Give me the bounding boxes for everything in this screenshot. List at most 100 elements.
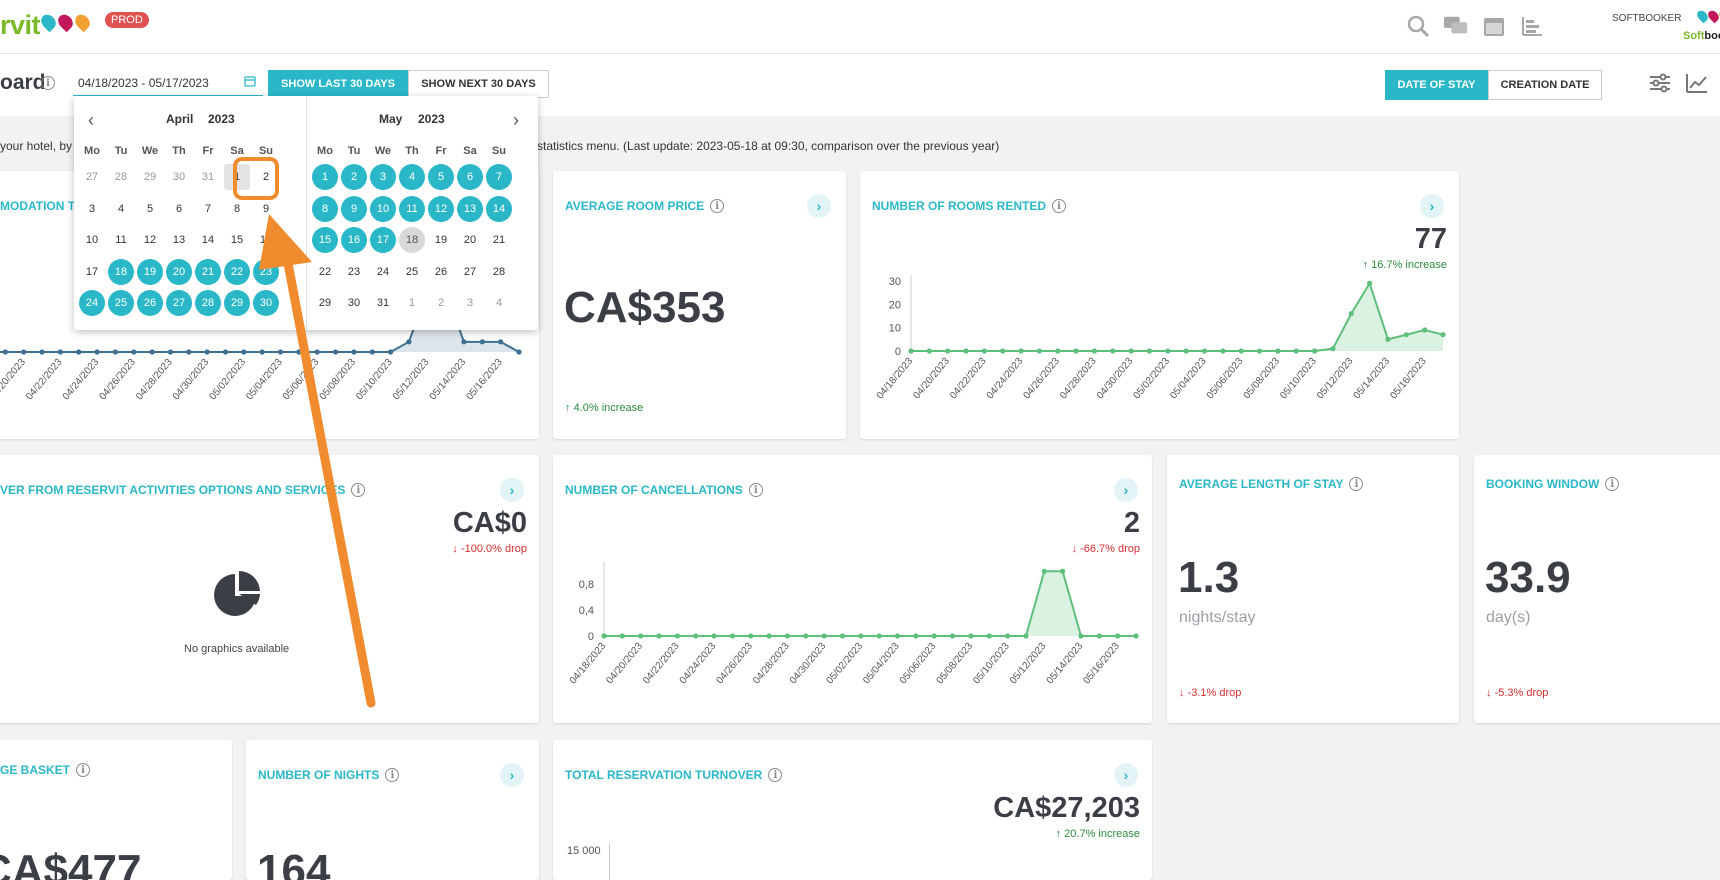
calendar-day[interactable]: 14 <box>201 234 215 246</box>
show-next-30-days-button[interactable]: SHOW NEXT 30 DAYS <box>408 70 549 98</box>
data-point[interactable] <box>94 349 100 355</box>
data-point[interactable] <box>332 349 339 355</box>
year-label[interactable]: 2023 <box>418 112 445 126</box>
data-point[interactable] <box>981 348 987 354</box>
month-label[interactable]: April <box>166 112 194 126</box>
calendar-day[interactable]: 15 <box>312 227 338 253</box>
data-point[interactable] <box>876 633 882 639</box>
data-point[interactable] <box>968 633 974 639</box>
data-point[interactable] <box>803 633 809 639</box>
year-label[interactable]: 2023 <box>208 112 235 126</box>
data-point[interactable] <box>729 633 736 639</box>
data-point[interactable] <box>1096 633 1102 639</box>
info-icon[interactable]: i <box>710 199 725 213</box>
calendar-day[interactable]: 6 <box>175 203 183 215</box>
data-point[interactable] <box>601 633 607 639</box>
data-point[interactable] <box>1110 348 1116 354</box>
calendar-day[interactable]: 1 <box>312 164 338 190</box>
info-icon[interactable]: i <box>768 768 783 782</box>
calendar-day[interactable]: 21 <box>492 234 506 246</box>
data-point[interactable] <box>1018 348 1024 354</box>
data-point[interactable] <box>21 349 27 355</box>
data-point[interactable] <box>1275 348 1281 354</box>
data-point[interactable] <box>711 633 717 639</box>
data-point[interactable] <box>949 633 956 639</box>
calendar-day[interactable]: 25 <box>108 290 134 316</box>
calendar-day[interactable]: 21 <box>195 259 221 285</box>
calendar-day[interactable]: 28 <box>114 171 128 183</box>
data-point[interactable] <box>963 348 969 354</box>
calendar-day[interactable]: 6 <box>457 164 483 190</box>
calendar-day[interactable]: 26 <box>137 290 163 316</box>
data-point[interactable] <box>858 633 864 639</box>
date-range-input[interactable]: 04/18/2023 - 05/17/2023 <box>73 70 263 96</box>
data-point[interactable] <box>926 348 932 354</box>
data-point[interactable] <box>894 633 901 639</box>
calendar-day[interactable]: 30 <box>172 171 186 183</box>
calendar-day[interactable]: 3 <box>88 203 96 215</box>
data-point[interactable] <box>1115 633 1121 639</box>
calendar-day[interactable]: 2 <box>341 164 367 190</box>
open-detail-button[interactable]: › <box>807 194 831 218</box>
data-point[interactable] <box>693 633 699 639</box>
calendar-day[interactable]: 31 <box>201 171 215 183</box>
data-point[interactable] <box>748 633 754 639</box>
date-of-stay-button[interactable]: DATE OF STAY <box>1385 70 1488 100</box>
data-point[interactable] <box>204 349 210 355</box>
calendar-day[interactable]: 31 <box>376 297 390 309</box>
calendar-day[interactable]: 23 <box>347 266 361 278</box>
calendar-day[interactable]: 9 <box>262 203 270 215</box>
data-point[interactable] <box>1367 280 1373 286</box>
data-point[interactable] <box>1146 348 1153 354</box>
data-point[interactable] <box>1256 348 1263 354</box>
data-point[interactable] <box>1091 348 1098 354</box>
data-point[interactable] <box>1220 348 1226 354</box>
data-point[interactable] <box>241 349 247 355</box>
data-point[interactable] <box>1073 348 1079 354</box>
calendar-day[interactable]: 17 <box>85 266 99 278</box>
data-point[interactable] <box>167 349 174 355</box>
open-detail-button[interactable]: › <box>500 763 524 787</box>
data-point[interactable] <box>314 349 320 355</box>
data-point[interactable] <box>479 339 485 345</box>
data-point[interactable] <box>277 349 284 355</box>
data-point[interactable] <box>638 633 644 639</box>
calendar-day[interactable]: 25 <box>405 266 419 278</box>
filter-icon[interactable] <box>1648 72 1672 99</box>
info-icon[interactable]: i <box>1349 477 1364 491</box>
data-point[interactable] <box>1311 348 1318 354</box>
data-point[interactable] <box>1055 348 1061 354</box>
data-point[interactable] <box>1004 633 1011 639</box>
calendar-day[interactable]: 12 <box>143 234 157 246</box>
data-point[interactable] <box>839 633 846 639</box>
calendar-day[interactable]: 7 <box>204 203 212 215</box>
calendar-day[interactable]: 27 <box>85 171 99 183</box>
calendar-day[interactable]: 10 <box>370 196 396 222</box>
account-name[interactable]: SOFTBOOKER <box>1612 13 1682 24</box>
calendar-day[interactable]: 13 <box>457 196 483 222</box>
open-detail-button[interactable]: › <box>500 478 524 502</box>
data-point[interactable] <box>387 349 394 355</box>
calendar-day[interactable]: 10 <box>85 234 99 246</box>
data-point[interactable] <box>1036 348 1043 354</box>
open-detail-button[interactable]: › <box>1420 194 1444 218</box>
data-point[interactable] <box>1385 336 1391 342</box>
data-point[interactable] <box>1201 348 1208 354</box>
data-point[interactable] <box>39 349 45 355</box>
calendar-day[interactable]: 29 <box>224 290 250 316</box>
search-icon[interactable] <box>1405 13 1431 39</box>
data-point[interactable] <box>945 348 951 354</box>
calendar-day[interactable]: 24 <box>376 266 390 278</box>
calendar-day[interactable]: 19 <box>137 259 163 285</box>
calendar-day[interactable]: 11 <box>115 234 127 246</box>
calendar-icon[interactable] <box>1481 13 1507 39</box>
data-point[interactable] <box>222 349 229 355</box>
chat-icon[interactable] <box>1443 13 1469 39</box>
data-point[interactable] <box>2 349 8 355</box>
calendar-day[interactable]: 8 <box>233 203 241 215</box>
calendar-day[interactable]: 30 <box>347 297 361 309</box>
calendar-day[interactable]: 30 <box>253 290 279 316</box>
calendar-day[interactable]: 1 <box>408 297 416 309</box>
data-point[interactable] <box>1041 568 1047 574</box>
data-point[interactable] <box>1060 568 1066 574</box>
